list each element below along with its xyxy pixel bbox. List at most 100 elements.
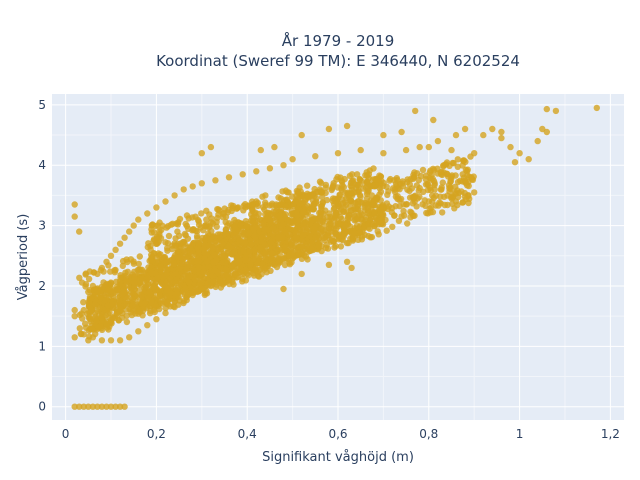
data-point (103, 258, 110, 265)
data-point (112, 266, 119, 274)
data-point (539, 125, 546, 133)
data-point (163, 287, 171, 294)
data-point (171, 192, 178, 199)
data-point (282, 211, 289, 218)
data-point (281, 228, 289, 235)
data-point (163, 266, 171, 273)
data-point (351, 229, 358, 237)
data-point (114, 285, 121, 293)
data-point (126, 228, 133, 235)
data-point (180, 186, 187, 193)
data-point (85, 403, 92, 410)
data-point (254, 260, 261, 267)
y-axis-ticks: 0 1 2 3 4 5 (38, 98, 46, 414)
data-point (318, 225, 325, 233)
data-point (129, 296, 136, 303)
data-point (116, 297, 123, 304)
data-point (534, 137, 541, 145)
data-point (130, 260, 137, 267)
data-point (462, 166, 470, 174)
data-point (432, 202, 439, 209)
data-point (298, 131, 305, 139)
data-point (365, 232, 372, 240)
chart-title-line2: Koordinat (Sweref 99 TM): E 346440, N 62… (156, 52, 520, 70)
data-point (145, 274, 152, 282)
data-point (190, 267, 198, 274)
data-point (250, 232, 258, 240)
data-point (145, 240, 152, 247)
data-point (98, 264, 106, 272)
data-point (298, 243, 305, 250)
data-point (337, 243, 345, 250)
data-point (414, 195, 421, 202)
data-point (380, 204, 387, 211)
data-point (391, 186, 398, 193)
data-point (363, 190, 371, 198)
data-point (187, 249, 194, 256)
data-point (329, 195, 337, 202)
data-point (335, 233, 343, 240)
data-point (319, 189, 326, 196)
data-point (185, 225, 192, 232)
data-point (498, 128, 505, 136)
data-point (137, 291, 145, 298)
data-point (193, 257, 200, 265)
data-point (431, 180, 438, 187)
data-point (215, 246, 222, 253)
data-point (300, 208, 307, 216)
data-point (396, 202, 403, 210)
data-point (480, 131, 487, 139)
data-point (108, 280, 115, 287)
data-point (153, 204, 160, 211)
x-tick-label: 0,4 (238, 427, 257, 441)
data-point (276, 211, 284, 219)
data-point (365, 221, 372, 228)
data-point (373, 176, 380, 184)
data-point (357, 193, 364, 200)
data-point (222, 266, 230, 273)
data-point (407, 175, 414, 183)
data-point (407, 208, 414, 215)
data-point (219, 253, 226, 260)
data-point (353, 171, 361, 178)
data-point (312, 153, 319, 160)
data-point (80, 299, 87, 306)
data-point (183, 265, 190, 272)
data-point (234, 273, 242, 281)
data-point (416, 143, 423, 151)
data-point (262, 192, 269, 199)
data-point (181, 248, 188, 255)
data-point (148, 269, 155, 277)
data-point (148, 257, 155, 264)
data-point (380, 150, 387, 157)
y-tick-label: 4 (38, 158, 46, 172)
data-point (112, 246, 119, 253)
data-point (386, 177, 393, 184)
data-point (373, 181, 380, 189)
data-point (181, 230, 189, 238)
data-point (131, 285, 138, 292)
data-point (95, 324, 102, 331)
data-point (171, 303, 178, 311)
data-point (212, 257, 220, 264)
data-point (264, 215, 271, 223)
data-point (308, 245, 315, 252)
data-point (85, 275, 93, 283)
data-point (448, 146, 455, 154)
x-tick-label: 0,6 (328, 427, 347, 441)
data-point (236, 237, 243, 244)
data-point (425, 143, 432, 151)
data-point (171, 242, 179, 249)
data-point (165, 232, 173, 240)
data-point (252, 253, 259, 260)
data-point (334, 150, 342, 157)
data-point (288, 239, 295, 246)
data-point (356, 229, 363, 236)
data-point (440, 163, 447, 170)
data-point (267, 239, 275, 247)
data-point (402, 146, 410, 154)
data-point (149, 283, 157, 291)
data-point (313, 221, 320, 228)
data-point (271, 261, 278, 268)
data-point (237, 221, 244, 229)
